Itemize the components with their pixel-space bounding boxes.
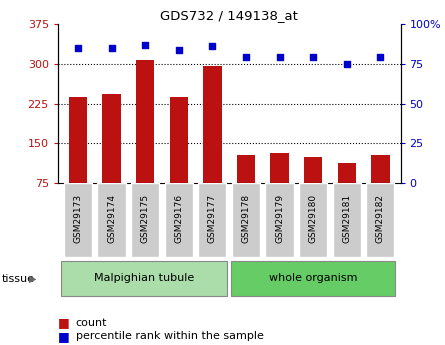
Text: tissue: tissue — [2, 274, 35, 284]
Point — [108, 45, 115, 51]
Bar — [270, 153, 289, 183]
Bar — [337, 163, 356, 183]
Bar — [237, 155, 255, 183]
Bar — [131, 183, 159, 257]
Text: GSM29174: GSM29174 — [107, 194, 116, 243]
Point — [343, 61, 350, 67]
Bar — [231, 261, 396, 296]
Bar — [333, 183, 361, 257]
Point — [276, 55, 283, 60]
Bar — [266, 183, 294, 257]
Bar — [165, 183, 193, 257]
Point — [243, 55, 250, 60]
Bar — [170, 97, 188, 183]
Bar — [97, 183, 125, 257]
Bar — [371, 155, 389, 183]
Bar — [102, 94, 121, 183]
Point — [142, 42, 149, 48]
Bar — [203, 67, 222, 183]
Text: GSM29176: GSM29176 — [174, 194, 183, 243]
Bar — [232, 183, 260, 257]
Text: percentile rank within the sample: percentile rank within the sample — [76, 332, 263, 341]
Bar — [69, 97, 87, 183]
Bar — [299, 183, 327, 257]
Point — [175, 47, 182, 52]
Text: GSM29177: GSM29177 — [208, 194, 217, 243]
Text: GSM29181: GSM29181 — [342, 194, 351, 243]
Text: GSM29173: GSM29173 — [73, 194, 82, 243]
Point — [209, 43, 216, 49]
Point — [310, 55, 317, 60]
Bar — [61, 261, 227, 296]
Bar — [366, 183, 394, 257]
Text: ▶: ▶ — [29, 274, 36, 284]
Text: GSM29178: GSM29178 — [242, 194, 251, 243]
Text: GSM29182: GSM29182 — [376, 194, 385, 243]
Title: GDS732 / 149138_at: GDS732 / 149138_at — [160, 9, 298, 22]
Text: GSM29180: GSM29180 — [309, 194, 318, 243]
Bar — [304, 157, 322, 183]
Point — [377, 55, 384, 60]
Text: count: count — [76, 318, 107, 327]
Text: Malpighian tubule: Malpighian tubule — [94, 273, 194, 283]
Bar — [64, 183, 92, 257]
Text: GSM29175: GSM29175 — [141, 194, 150, 243]
Text: ■: ■ — [58, 316, 69, 329]
Text: GSM29179: GSM29179 — [275, 194, 284, 243]
Bar — [198, 183, 227, 257]
Text: ■: ■ — [58, 330, 69, 343]
Text: whole organism: whole organism — [269, 273, 357, 283]
Bar — [136, 60, 154, 183]
Point — [74, 45, 81, 51]
